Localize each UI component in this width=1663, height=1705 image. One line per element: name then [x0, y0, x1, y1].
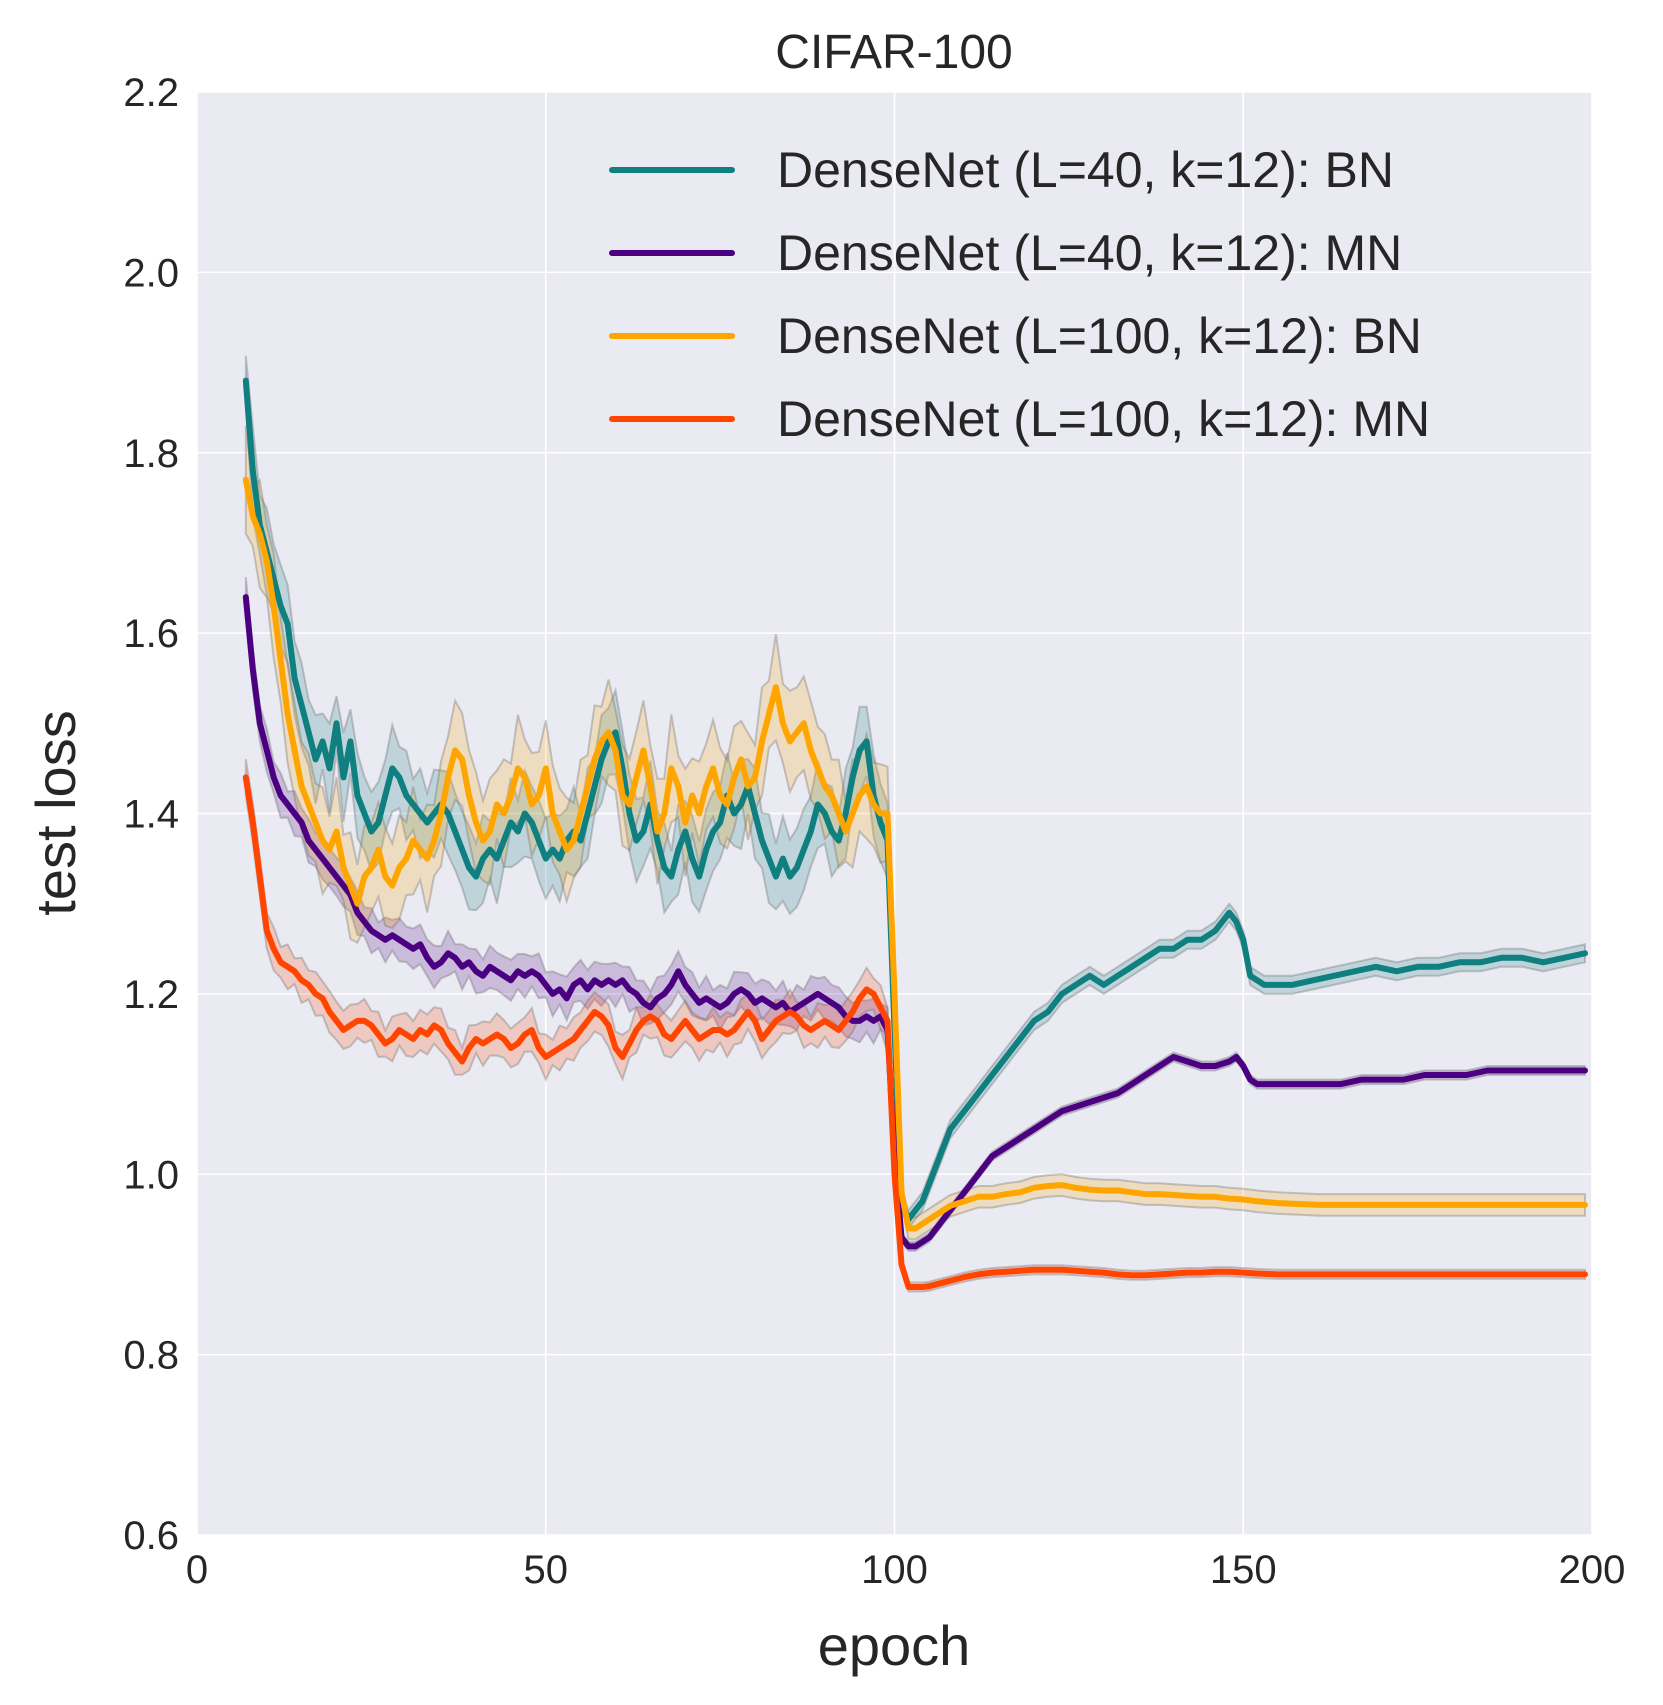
series-line-4: [242, 774, 1588, 1290]
x-axis-ticks: 0 50 100 150 200: [186, 1548, 1626, 1592]
legend-label-4: DenseNet (L=100, k=12): MN: [777, 391, 1430, 447]
x-tick-label: 50: [524, 1548, 569, 1592]
y-tick-label: 2.2: [123, 71, 179, 115]
y-axis-ticks: 0.6 0.8 1.0 1.2 1.4 1.6 1.8 2.0 2.2: [123, 71, 179, 1558]
legend: DenseNet (L=40, k=12): BN DenseNet (L=40,…: [609, 142, 1430, 447]
legend-label-2: DenseNet (L=40, k=12): MN: [777, 225, 1402, 281]
y-tick-label: 1.6: [123, 612, 179, 656]
chart-title: CIFAR-100: [775, 26, 1012, 79]
y-tick-label: 0.6: [123, 1514, 179, 1558]
series-line-1: [242, 377, 1588, 1223]
series-band-4: [244, 759, 1586, 1293]
x-tick-label: 100: [861, 1548, 928, 1592]
y-tick-label: 2.0: [123, 251, 179, 295]
series-lines: [242, 377, 1588, 1290]
x-axis-label: epoch: [818, 1614, 971, 1677]
x-tick-label: 0: [186, 1548, 208, 1592]
y-axis-label: test loss: [24, 710, 87, 915]
legend-label-3: DenseNet (L=100, k=12): BN: [777, 308, 1422, 364]
y-tick-label: 0.8: [123, 1334, 179, 1378]
series-line-3: [242, 476, 1588, 1232]
x-tick-label: 200: [1559, 1548, 1626, 1592]
legend-label-1: DenseNet (L=40, k=12): BN: [777, 142, 1394, 198]
y-tick-label: 1.4: [123, 793, 179, 837]
series-band-3: [244, 425, 1586, 1241]
series-line-2: [242, 594, 1588, 1250]
y-tick-label: 1.2: [123, 973, 179, 1017]
y-tick-label: 1.8: [123, 432, 179, 476]
x-tick-label: 150: [1210, 1548, 1277, 1592]
y-tick-label: 1.0: [123, 1153, 179, 1197]
grid: [196, 91, 1593, 1536]
